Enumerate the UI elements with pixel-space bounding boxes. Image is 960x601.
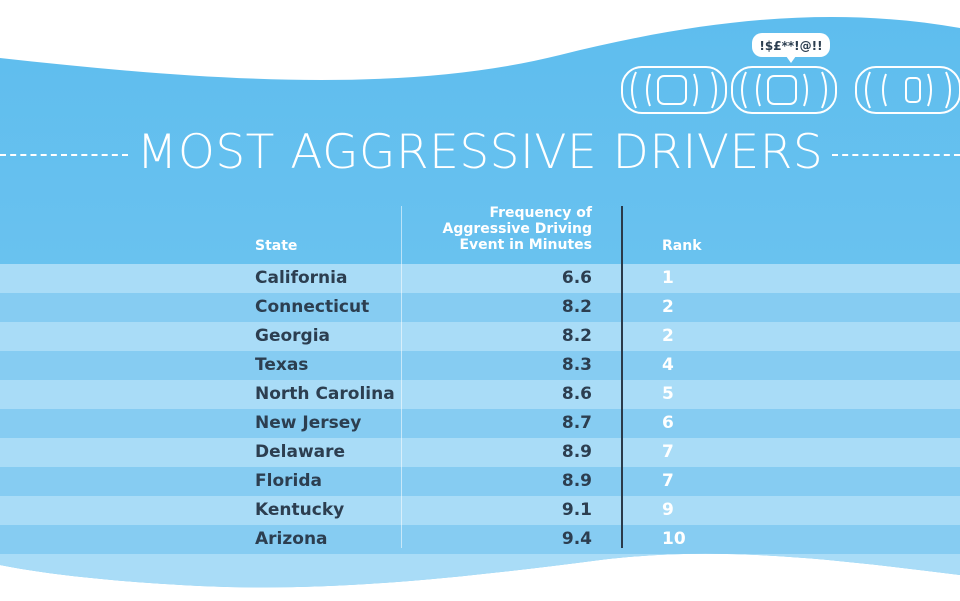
frequency-cell: 8.7 — [561, 413, 592, 433]
table-row: New Jersey 8.7 6 — [0, 409, 960, 438]
rank-cell: 7 — [662, 442, 674, 462]
rank-cell: 4 — [662, 355, 674, 375]
speech-bubble-icon: !$£**!@!! — [752, 33, 830, 63]
row-stripe — [0, 438, 960, 467]
state-cell: Florida — [255, 471, 322, 491]
row-stripe — [0, 409, 960, 438]
page-title: MOST AGGRESSIVE DRIVERS — [136, 125, 824, 180]
table-row: California 6.6 1 — [0, 264, 960, 293]
rank-cell: 2 — [662, 326, 674, 346]
row-stripe — [0, 496, 960, 525]
table-row: Kentucky 9.1 9 — [0, 496, 960, 525]
table-row: Delaware 8.9 7 — [0, 438, 960, 467]
frequency-cell: 8.2 — [561, 326, 592, 346]
state-cell: California — [255, 268, 348, 288]
column-divider-right — [621, 206, 623, 548]
state-cell: Georgia — [255, 326, 331, 346]
title-row: MOST AGGRESSIVE DRIVERS — [0, 118, 960, 188]
row-stripe — [0, 380, 960, 409]
rank-cell: 1 — [662, 268, 674, 288]
car-icon — [855, 66, 960, 114]
rank-cell: 7 — [662, 471, 674, 491]
state-cell: Connecticut — [255, 297, 370, 317]
frequency-cell: 8.6 — [561, 384, 592, 404]
row-stripe — [0, 293, 960, 322]
row-stripe — [0, 554, 960, 588]
state-cell: New Jersey — [255, 413, 362, 433]
rank-cell: 10 — [662, 529, 686, 549]
frequency-cell: 8.9 — [561, 442, 592, 462]
table-row: Florida 8.9 7 — [0, 467, 960, 496]
row-stripe — [0, 467, 960, 496]
car-icon — [731, 66, 837, 114]
rank-cell: 9 — [662, 500, 674, 520]
state-cell: Delaware — [255, 442, 346, 462]
header-frequency: Frequency of Aggressive Driving Event in… — [442, 205, 592, 253]
speech-bubble-text: !$£**!@!! — [759, 39, 822, 53]
title-dash-right — [832, 154, 960, 156]
state-cell: North Carolina — [255, 384, 395, 404]
table-row: Texas 8.3 4 — [0, 351, 960, 380]
rank-cell: 6 — [662, 413, 674, 433]
table-row: Arizona 9.4 10 — [0, 525, 960, 554]
frequency-cell: 6.6 — [561, 268, 592, 288]
rank-cell: 2 — [662, 297, 674, 317]
state-cell: Kentucky — [255, 500, 345, 520]
row-stripe — [0, 351, 960, 380]
frequency-cell: 8.2 — [561, 297, 592, 317]
column-divider-left — [401, 206, 402, 548]
header-state: State — [255, 238, 298, 254]
state-cell: Arizona — [255, 529, 328, 549]
table-row: North Carolina 8.6 5 — [0, 380, 960, 409]
frequency-cell: 9.4 — [561, 529, 592, 549]
header-rank: Rank — [662, 238, 702, 254]
state-cell: Texas — [255, 355, 309, 375]
row-stripe — [0, 264, 960, 293]
frequency-cell: 8.9 — [561, 471, 592, 491]
table-row: Georgia 8.2 2 — [0, 322, 960, 351]
table-row: Connecticut 8.2 2 — [0, 293, 960, 322]
frequency-cell: 8.3 — [561, 355, 592, 375]
row-stripe — [0, 322, 960, 351]
row-stripe — [0, 525, 960, 554]
frequency-cell: 9.1 — [561, 500, 592, 520]
title-dash-left — [0, 154, 128, 156]
rank-cell: 5 — [662, 384, 674, 404]
car-icon — [621, 66, 727, 114]
